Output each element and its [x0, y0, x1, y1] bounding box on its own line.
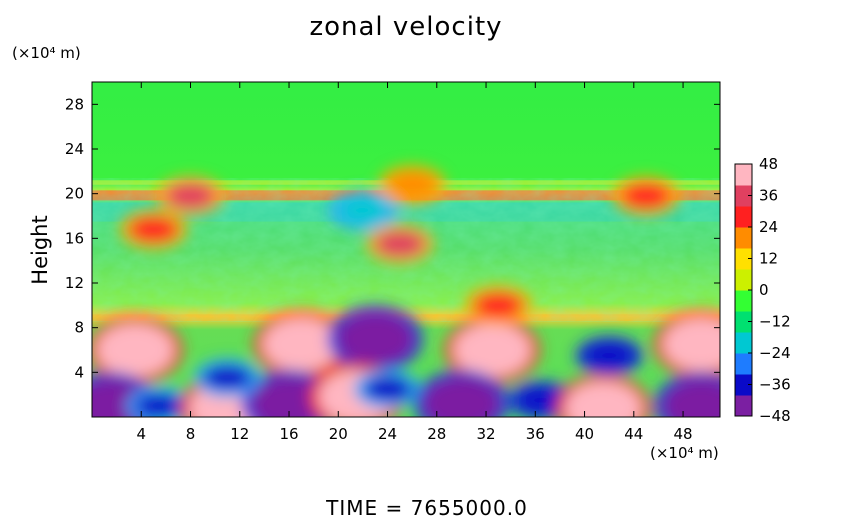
velocity-features [92, 164, 720, 417]
feature-core-22 [474, 293, 523, 318]
chart-title: zonal velocity [309, 12, 503, 42]
feature-core-13 [565, 382, 642, 417]
colorbar-swatch [735, 164, 752, 186]
x-tick-label: 48 [674, 425, 693, 443]
colorbar-tick-label: −12 [759, 313, 791, 331]
feature-core-18 [622, 183, 671, 208]
feature-core-17 [166, 183, 215, 208]
y-tick-label: 20 [65, 185, 84, 203]
feature-core-16 [663, 379, 720, 417]
colorbar-swatch [735, 353, 752, 375]
colorbar-swatch [735, 227, 752, 249]
y-tick-label: 24 [65, 140, 84, 158]
colorbar: 48 36 24 12 0 −12 −24 −36 −48 [734, 155, 791, 425]
feature-core-5 [251, 377, 328, 417]
feature-core-10 [454, 324, 531, 376]
colorbar-tick-label: 36 [759, 187, 778, 205]
colorbar-swatch [735, 374, 752, 396]
x-tick-label: 36 [526, 425, 545, 443]
colorbar-tick-label: −24 [759, 344, 791, 362]
x-axis-unit: (×10⁴ m) [650, 444, 719, 462]
x-tick-label: 12 [230, 425, 249, 443]
x-tick-label: 8 [186, 425, 196, 443]
colorbar-swatch [735, 395, 752, 417]
colorbar-swatch [735, 206, 752, 228]
colorbar-tick-label: −48 [759, 407, 791, 425]
x-tick-label: 20 [329, 425, 348, 443]
plot-frame [91, 81, 721, 418]
x-axis: 4 8 12 16 20 24 28 32 36 40 44 48 [136, 82, 693, 443]
time-label: TIME = 7655000.0 [326, 496, 528, 520]
colorbar-swatch [735, 311, 752, 333]
x-tick-label: 44 [624, 425, 643, 443]
colorbar-tick-label: 48 [759, 155, 778, 173]
feature-core-23 [388, 172, 437, 197]
x-tick-label: 4 [136, 425, 146, 443]
feature-core-20 [375, 231, 424, 256]
colorbar-swatch [735, 290, 752, 312]
feature-core-15 [663, 318, 720, 371]
y-tick-label: 12 [65, 274, 84, 292]
feature-core-2 [135, 393, 184, 417]
feature-core-19 [129, 217, 178, 242]
feature-core-7 [337, 312, 414, 365]
x-tick-label: 32 [476, 425, 495, 443]
feature-core-21 [338, 198, 387, 223]
y-axis: 4 8 12 16 20 24 28 [65, 95, 720, 381]
colorbar-tick-label: 0 [759, 281, 769, 299]
colorbar-tick-label: 24 [759, 218, 778, 236]
x-tick-label: 28 [427, 425, 446, 443]
y-tick-label: 8 [74, 319, 84, 337]
colorbar-tick-label: 12 [759, 250, 778, 268]
feature-core-6 [203, 365, 252, 390]
colorbar-swatch [735, 332, 752, 354]
y-tick-label: 4 [74, 363, 84, 381]
colorbar-swatch [735, 185, 752, 207]
feature-core-14 [585, 343, 634, 368]
feature-core-11 [423, 377, 500, 417]
colorbar-swatch [735, 269, 752, 291]
x-tick-label: 40 [575, 425, 594, 443]
x-tick-label: 16 [279, 425, 298, 443]
y-axis-unit: (×10⁴ m) [12, 44, 81, 62]
feature-core-12 [517, 388, 566, 413]
colorbar-swatch [735, 248, 752, 270]
feature-core-9 [363, 377, 412, 402]
plot-area [92, 82, 720, 417]
colorbar-tick-label: −36 [759, 376, 791, 394]
x-tick-label: 24 [378, 425, 397, 443]
y-tick-label: 28 [65, 95, 84, 113]
feature-core-0 [97, 324, 174, 376]
y-tick-label: 16 [65, 229, 84, 247]
feature-core-4 [263, 318, 340, 371]
